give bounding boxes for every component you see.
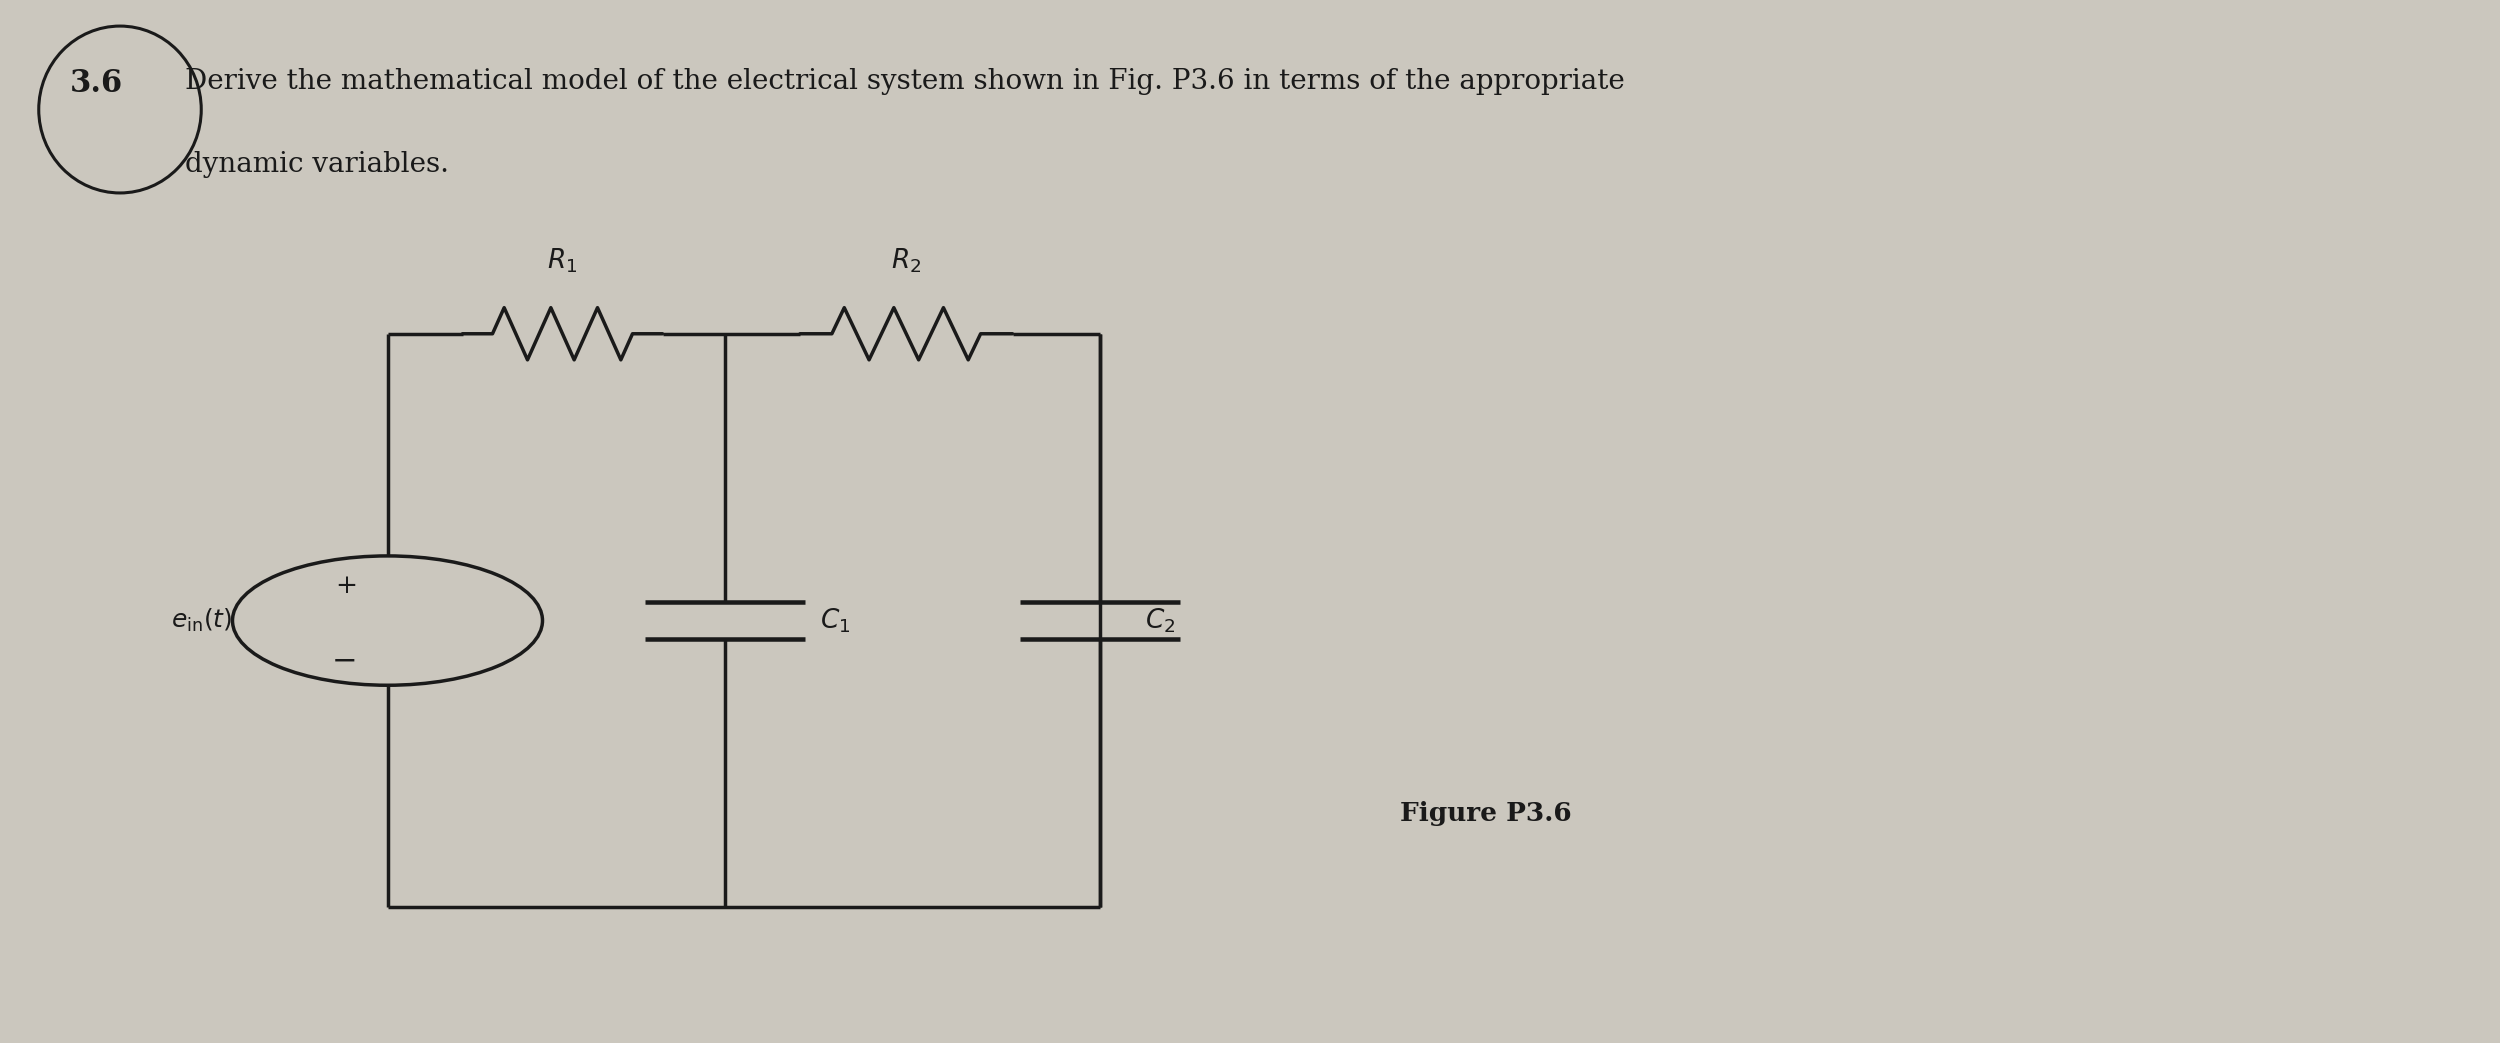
Text: $e_{\rm in}(t)$: $e_{\rm in}(t)$ [173,607,232,634]
Text: Derive the mathematical model of the electrical system shown in Fig. P3.6 in ter: Derive the mathematical model of the ele… [185,68,1625,95]
Text: $C_2$: $C_2$ [1145,606,1175,635]
Text: −: − [332,646,357,676]
Text: $R_1$: $R_1$ [548,246,578,275]
Text: 3.6: 3.6 [70,68,122,99]
Text: $R_2$: $R_2$ [890,246,922,275]
Text: +: + [335,573,357,598]
Text: dynamic variables.: dynamic variables. [185,151,450,178]
Text: Figure P3.6: Figure P3.6 [1400,801,1572,826]
Text: $C_1$: $C_1$ [820,606,850,635]
